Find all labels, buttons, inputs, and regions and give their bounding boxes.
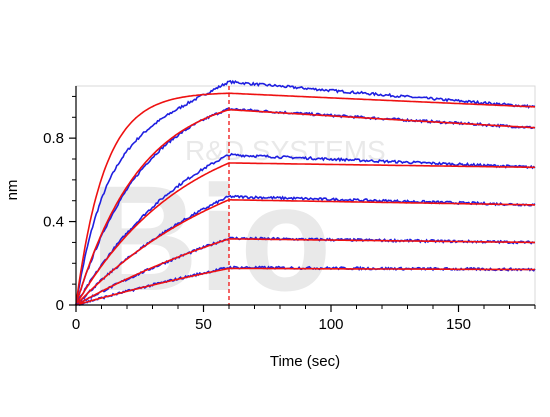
measured-curve-3: [75, 152, 536, 306]
fit-curve-5: [75, 238, 535, 306]
y-axis-title: nm: [4, 180, 21, 201]
x-tick-label: 50: [195, 316, 212, 333]
fit-curve-6: [75, 267, 535, 306]
x-tick-label: 0: [72, 316, 80, 333]
fit-curve-1: [75, 92, 536, 306]
x-axis-title: Time (sec): [270, 353, 340, 370]
x-tick-label: 100: [318, 316, 343, 333]
fit-curve-4: [75, 199, 535, 306]
fit-curve-3: [75, 162, 535, 306]
fit-curve-2: [75, 108, 536, 306]
axes-layer: 0 50 100 150 0 0.4 0.8: [43, 86, 536, 333]
y-tick-label: 0.4: [43, 214, 64, 231]
measured-curve-1: [75, 79, 536, 306]
y-tick-label: 0.8: [43, 130, 64, 147]
y-tick-label: 0: [56, 297, 64, 314]
x-tick-label: 150: [446, 316, 471, 333]
series-layer: [75, 79, 536, 306]
svg-text:Bio: Bio: [90, 154, 332, 322]
